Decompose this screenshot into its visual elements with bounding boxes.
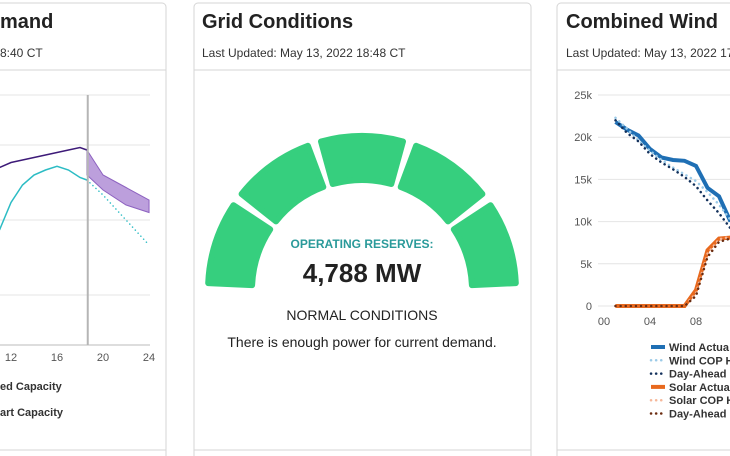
x-tick-label: 20: [97, 352, 109, 364]
gauge-label: OPERATING RESERVES:: [291, 237, 434, 251]
gauge-segment: [397, 142, 486, 225]
legend-label: Day-Ahead: [669, 369, 726, 381]
status: NORMAL CONDITIONS: [286, 307, 437, 323]
gauge-segment: [238, 142, 327, 225]
gauge-segment: [205, 202, 274, 289]
gauge: [205, 133, 519, 289]
y-tick-label: 5k: [580, 259, 592, 271]
y-tick-label: 20k: [574, 132, 592, 144]
y-tick-label: 15k: [574, 174, 592, 186]
y-tick-label: 0: [586, 301, 592, 313]
series-line: [614, 116, 730, 222]
x-tick-label: 12: [5, 352, 17, 364]
card: [556, 2, 730, 456]
last-updated: Last Updated: May 13, 2022 18:48 CT: [202, 46, 406, 60]
legend-label: art Capacity: [0, 407, 64, 419]
card: [0, 2, 167, 456]
message: There is enough power for current demand…: [227, 334, 496, 350]
forecast-band: [86, 148, 150, 214]
last-updated: Last Updated: May 13, 2022 17: [566, 46, 730, 60]
legend-label: Wind COP H: [669, 355, 730, 367]
legend-label: Solar COP H: [669, 395, 730, 407]
series-line: [614, 120, 730, 223]
y-tick-label: 25k: [574, 90, 592, 102]
card: [193, 2, 532, 456]
x-tick-label: 00: [598, 316, 610, 328]
series-line: [0, 165, 88, 231]
series-line: [0, 146, 88, 169]
last-updated: 8:40 CT: [0, 46, 43, 60]
gauge-value: 4,788 MW: [303, 258, 422, 288]
x-tick-label: 08: [690, 316, 702, 328]
legend-label: Day-Ahead: [669, 409, 726, 421]
series-line: [614, 119, 730, 230]
gauge-segment: [318, 133, 406, 187]
card-title: mand: [0, 11, 53, 33]
y-tick-label: 10k: [574, 217, 592, 229]
legend-label: Wind Actua: [669, 342, 730, 354]
legend-label: ed Capacity: [0, 381, 63, 393]
card-title: Grid Conditions: [202, 11, 353, 33]
gauge-segment: [450, 202, 519, 289]
x-tick-label: 16: [51, 352, 63, 364]
legend-label: Solar Actua: [669, 382, 730, 394]
x-tick-label: 04: [644, 316, 656, 328]
card-title: Combined Wind: [566, 11, 718, 33]
x-tick-label: 24: [143, 352, 155, 364]
series-line: [614, 237, 730, 308]
